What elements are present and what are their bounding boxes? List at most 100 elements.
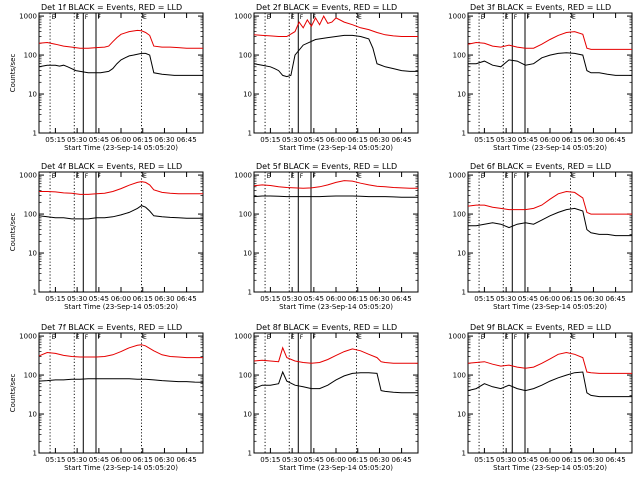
x-tick-label: 05:45	[89, 456, 109, 464]
x-tick-label: 05:45	[304, 456, 324, 464]
y-tick-label: 1	[248, 450, 252, 458]
panel-8-title: Det 8f BLACK = Events, RED = LLD	[256, 323, 397, 332]
y-tick-label: 10	[28, 91, 37, 99]
y-tick-label: 1000	[234, 333, 252, 341]
x-tick-label: 06:45	[606, 136, 626, 144]
marker-label-F: F	[300, 173, 304, 180]
y-tick-label: 10	[28, 411, 37, 419]
x-tick-label: 05:30	[67, 136, 87, 144]
panel-9-xlabel: Start Time (23-Sep-14 05:05:20)	[493, 464, 607, 472]
marker-label-E: E	[143, 14, 147, 21]
panel-7-frame	[38, 332, 204, 454]
panel-1-series-events	[38, 52, 203, 76]
y-tick-label: 10	[457, 250, 466, 258]
marker-label-E: E	[358, 14, 362, 21]
detector-panel-7: Det 7f BLACK = Events, RED = LLD 1 10 100 10…	[9, 323, 204, 472]
x-tick-label: 06:45	[177, 295, 197, 303]
x-tick-label: 05:45	[89, 136, 109, 144]
panel-1-frame	[38, 12, 204, 134]
marker-label-E: E	[267, 173, 271, 180]
x-tick-label: 06:15	[562, 456, 582, 464]
panel-2-title: Det 2f BLACK = Events, RED = LLD	[256, 3, 397, 12]
y-tick-label: 1000	[448, 172, 466, 180]
panel-4-series-lld	[39, 181, 203, 195]
panel-4-frame	[38, 171, 204, 293]
panel-5-series-lld	[253, 180, 418, 189]
y-tick-label: 100	[239, 372, 252, 380]
marker-label-E: E	[481, 14, 485, 21]
panel-6-xlabel: Start Time (23-Sep-14 05:05:20)	[493, 303, 607, 311]
x-tick-label: 05:30	[496, 295, 516, 303]
panel-1-title: Det 1f BLACK = Events, RED = LLD	[41, 3, 182, 12]
marker-label-F: F	[526, 14, 530, 21]
marker-label-E: E	[505, 334, 509, 341]
x-tick-label: 06:15	[562, 136, 582, 144]
detector-panel-4: Det 4f BLACK = Events, RED = LLD 1 10 100 10…	[9, 162, 204, 311]
x-tick-label: 06:45	[177, 456, 197, 464]
marker-label-E: E	[481, 173, 485, 180]
marker-label-E: E	[76, 173, 80, 180]
x-tick-label: 06:30	[369, 136, 389, 144]
x-tick-label: 05:30	[67, 295, 87, 303]
marker-label-F: F	[312, 334, 316, 341]
y-tick-label: 100	[24, 52, 37, 60]
y-tick-label: 100	[239, 211, 252, 219]
marker-label-F: F	[514, 173, 518, 180]
marker-label-F: F	[300, 334, 304, 341]
marker-label-E: E	[291, 14, 295, 21]
x-tick-label: 05:45	[304, 295, 324, 303]
marker-label-F: F	[312, 173, 316, 180]
x-tick-label: 06:00	[540, 136, 560, 144]
y-tick-label: 1000	[19, 333, 37, 341]
marker-label-E: E	[572, 334, 576, 341]
panel-5-title: Det 5f BLACK = Events, RED = LLD	[256, 162, 397, 171]
y-tick-label: 1	[462, 450, 466, 458]
detector-panel-5: Det 5f BLACK = Events, RED = LLD 1 10 100 10…	[234, 162, 419, 311]
x-tick-label: 05:45	[518, 456, 538, 464]
y-tick-label: 100	[24, 211, 37, 219]
y-tick-label: 10	[243, 250, 252, 258]
marker-label-F: F	[514, 334, 518, 341]
marker-label-E: E	[143, 173, 147, 180]
marker-label-E: E	[52, 173, 56, 180]
panel-4-series-events	[38, 205, 203, 220]
y-tick-label: 1	[33, 130, 37, 138]
marker-label-F: F	[85, 14, 89, 21]
x-tick-label: 05:30	[496, 136, 516, 144]
marker-label-E: E	[267, 14, 271, 21]
panel-2-series-lld	[253, 15, 418, 37]
marker-label-E: E	[291, 173, 295, 180]
marker-label-E: E	[572, 173, 576, 180]
x-tick-label: 06:45	[392, 456, 412, 464]
marker-label-E: E	[505, 173, 509, 180]
y-tick-label: 1000	[19, 13, 37, 21]
panel-9-title: Det 9f BLACK = Events, RED = LLD	[470, 323, 611, 332]
marker-label-F: F	[97, 173, 101, 180]
x-tick-label: 05:30	[67, 456, 87, 464]
x-tick-label: 05:15	[260, 136, 280, 144]
panel-2-series-events	[253, 34, 418, 78]
marker-label-E: E	[76, 14, 80, 21]
panel-5-series-events	[253, 195, 418, 198]
marker-label-F: F	[85, 173, 89, 180]
x-tick-label: 06:15	[348, 456, 368, 464]
x-tick-label: 06:30	[583, 295, 603, 303]
x-tick-label: 06:30	[154, 295, 174, 303]
panel-1-ylabel: Counts/sec	[9, 54, 17, 93]
panel-1-series-lld	[38, 29, 203, 49]
marker-label-E: E	[358, 334, 362, 341]
x-tick-label: 06:45	[606, 295, 626, 303]
y-tick-label: 1000	[234, 172, 252, 180]
x-tick-label: 06:15	[562, 295, 582, 303]
panel-7-title: Det 7f BLACK = Events, RED = LLD	[41, 323, 182, 332]
y-tick-label: 1	[248, 130, 252, 138]
marker-label-E: E	[291, 334, 295, 341]
panel-4-xlabel: Start Time (23-Sep-14 05:05:20)	[64, 303, 178, 311]
panel-2-frame	[253, 12, 419, 134]
panel-8-series-events	[253, 370, 418, 394]
x-tick-label: 05:30	[282, 136, 302, 144]
panel-9-series-events	[467, 371, 632, 398]
x-tick-label: 06:00	[326, 456, 346, 464]
marker-label-E: E	[143, 334, 147, 341]
marker-label-E: E	[572, 14, 576, 21]
